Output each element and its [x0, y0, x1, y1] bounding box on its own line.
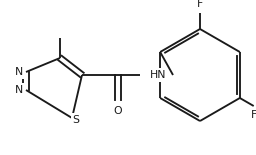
- Text: HN: HN: [150, 70, 166, 80]
- Text: O: O: [114, 106, 122, 116]
- Text: F: F: [251, 110, 256, 120]
- Text: S: S: [72, 115, 80, 125]
- Text: F: F: [197, 0, 203, 9]
- Text: N: N: [15, 67, 23, 77]
- Text: N: N: [15, 85, 23, 95]
